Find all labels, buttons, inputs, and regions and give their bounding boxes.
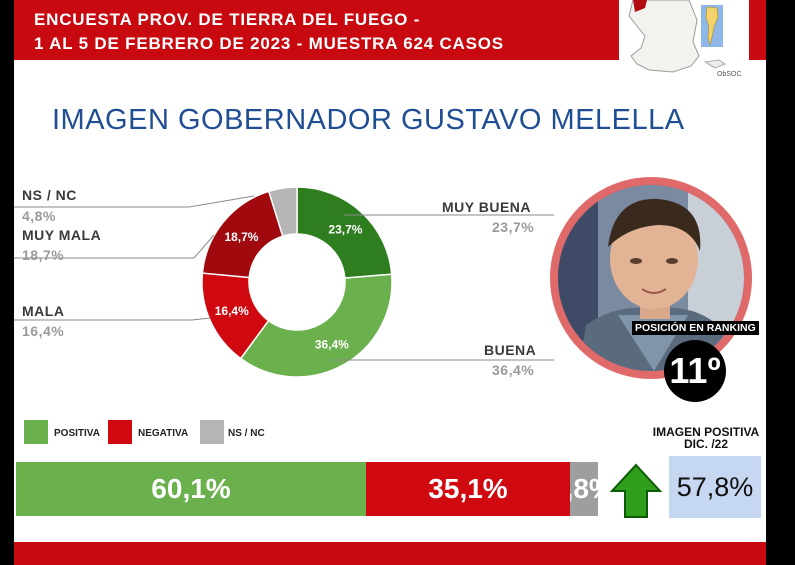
- map-caption: ObSOC: [717, 71, 742, 78]
- bar-ns-nc: 4,8%: [570, 462, 598, 516]
- leader-ns-diag: [188, 195, 255, 208]
- ranking-label: POSICIÓN EN RANKING: [632, 321, 759, 335]
- value-muy-buena: 23,7%: [492, 219, 535, 235]
- label-buena: BUENA: [484, 342, 537, 358]
- value-ns-nc: 4,8%: [22, 208, 56, 224]
- previous-image-value: 57,8%: [669, 456, 761, 518]
- slide: ENCUESTA PROV. DE TIERRA DEL FUEGO - 1 A…: [14, 0, 766, 565]
- argentina-mini-map-icon: [700, 4, 724, 48]
- bar-negativa: 35,1%: [366, 462, 570, 516]
- donut-slice-muy-buena: [296, 186, 393, 279]
- value-mala: 16,4%: [22, 323, 65, 339]
- previous-title-line2: DIC. /22: [683, 437, 728, 451]
- donut-slice-buena: [239, 273, 393, 378]
- donut-slice-ns-nc: [267, 186, 298, 238]
- value-buena: 36,4%: [492, 362, 535, 378]
- previous-image-title: IMAGEN POSITIVA DIC. /22: [646, 426, 766, 450]
- governor-photo: [558, 185, 744, 371]
- value-muy-mala: 18,7%: [22, 247, 65, 263]
- donut-data-label: 36,4%: [315, 337, 349, 351]
- legend-swatch-ns-nc: [200, 420, 224, 444]
- donut-group: 23,7% 36,4% 16,4% 18,7%: [201, 186, 393, 378]
- legend-positiva: POSITIVA: [54, 428, 100, 439]
- leader-mala-diag: [191, 317, 211, 321]
- legend-swatch-negativa: [108, 420, 132, 444]
- donut-chart: 23,7% 36,4% 16,4% 18,7%: [14, 186, 554, 378]
- legend-swatch-positiva: [24, 420, 48, 444]
- legend-negativa: NEGATIVA: [138, 428, 189, 439]
- footer-bar: [14, 542, 766, 565]
- legend-ns-nc: NS / NC: [228, 428, 265, 439]
- governor-photo-frame: [550, 177, 752, 379]
- label-muy-mala: MUY MALA: [22, 227, 102, 243]
- header-title-line1: ENCUESTA PROV. DE TIERRA DEL FUEGO -: [34, 10, 421, 29]
- previous-title-line1: IMAGEN POSITIVA: [652, 425, 760, 439]
- page-title: IMAGEN GOBERNADOR GUSTAVO MELELLA: [52, 104, 685, 136]
- label-muy-buena: MUY BUENA: [442, 199, 532, 215]
- label-mala: MALA: [22, 303, 65, 319]
- bar-positiva: 60,1%: [16, 462, 366, 516]
- header-title-line2: 1 AL 5 DE FEBRERO DE 2023 - MUESTRA 624 …: [34, 34, 504, 53]
- label-ns-nc: NS / NC: [22, 187, 77, 203]
- tierra-del-fuego-map-icon: ObSOC: [619, 0, 749, 82]
- ranking-badge: 11º: [664, 340, 726, 402]
- donut-data-label: 23,7%: [328, 222, 362, 236]
- donut-data-label: 16,4%: [215, 304, 249, 318]
- leader-muymala-diag: [193, 234, 215, 259]
- donut-data-label: 18,7%: [224, 230, 258, 244]
